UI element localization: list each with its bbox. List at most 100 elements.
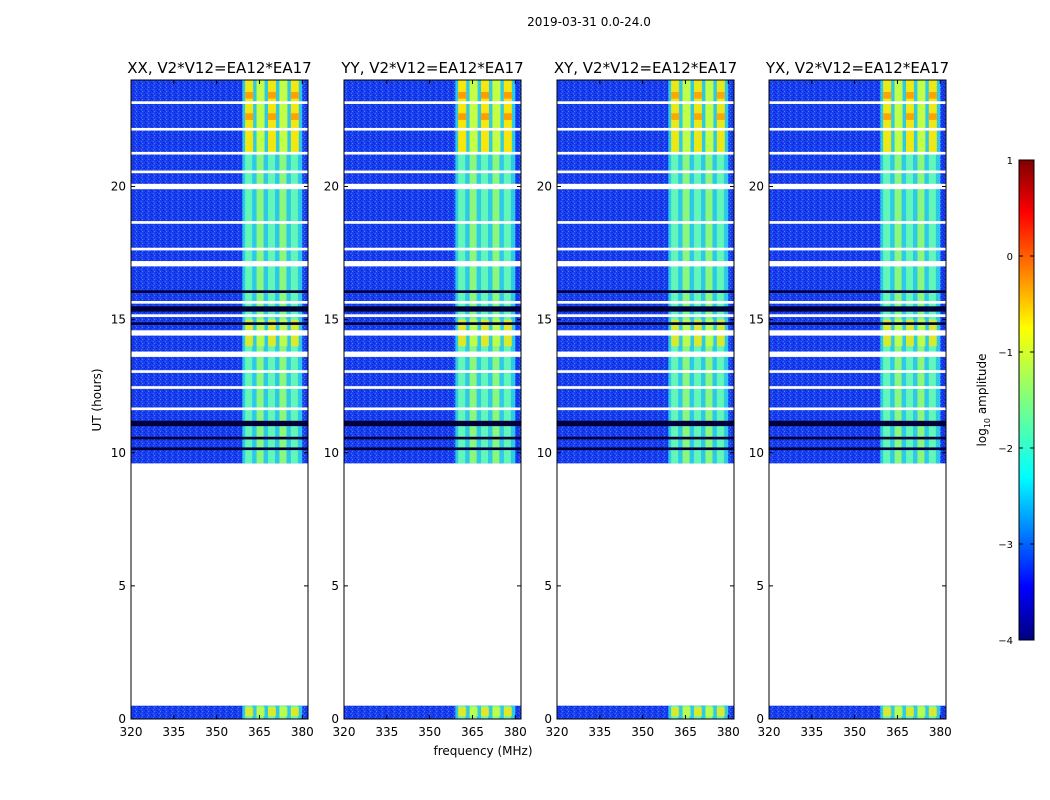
rfi-hot-streak	[716, 91, 725, 99]
y-tick-label: 15	[111, 313, 126, 327]
gap-row	[344, 221, 521, 224]
gap-row	[557, 300, 734, 304]
rfi-hot-segment	[894, 80, 903, 155]
gap-row	[769, 127, 946, 131]
gap-row	[557, 221, 734, 224]
gap-row	[131, 386, 308, 389]
rfi-hot-streak	[481, 113, 490, 120]
dark-row	[131, 306, 308, 312]
gap-row	[769, 221, 946, 224]
x-tick-label: 350	[205, 725, 228, 739]
panel-title: XY, V2*V12=EA12*EA17	[554, 59, 737, 77]
axes-frame	[556, 79, 735, 720]
rfi-hot-segment	[716, 707, 725, 717]
gap-row	[131, 314, 308, 317]
x-tick-label: 380	[504, 725, 527, 739]
gap-row	[769, 407, 946, 411]
rfi-channel	[268, 80, 276, 464]
gap-row	[557, 330, 734, 336]
rfi-hot-segment	[671, 707, 680, 717]
axes-frame	[768, 79, 947, 720]
rfi-hot-streak	[503, 91, 512, 99]
dark-row	[344, 447, 521, 451]
gap-row	[131, 351, 308, 357]
rfi-hot-segment	[906, 707, 915, 717]
y-tick-label: 5	[118, 579, 126, 593]
y-tick-label: 10	[324, 446, 339, 460]
axes-frame	[130, 79, 309, 720]
gap-row	[557, 151, 734, 155]
rfi-hot-streak	[694, 113, 703, 120]
colorbar-label-rest: amplitude	[975, 354, 989, 418]
rfi-hot-streak	[716, 113, 725, 120]
gap-row	[344, 101, 521, 104]
colorbar-label-sub: 10	[983, 418, 992, 428]
panel-title: YY, V2*V12=EA12*EA17	[340, 59, 523, 77]
y-tick-label: 10	[537, 446, 552, 460]
rfi-hot-segment	[917, 707, 926, 717]
gap-row	[769, 101, 946, 104]
gap-row	[557, 314, 734, 317]
panel-1: XX, V2*V12=EA12*EA17 320 335 350 365 380 0 5 10 1…	[111, 59, 314, 739]
rfi-hot-streak	[503, 113, 512, 120]
gap-row	[344, 351, 521, 357]
gap-row	[344, 261, 521, 267]
gap-row	[769, 261, 946, 267]
rfi-hot-streak	[458, 91, 467, 99]
dark-row	[557, 290, 734, 293]
gap-row	[131, 330, 308, 336]
gap-row	[344, 370, 521, 373]
y-tick-label: 5	[544, 579, 552, 593]
y-tick-label: 15	[537, 313, 552, 327]
rfi-channel	[245, 80, 253, 464]
gap-row	[344, 330, 521, 336]
panel-title: XX, V2*V12=EA12*EA17	[127, 59, 311, 77]
x-tick-label: 380	[717, 725, 740, 739]
gap-row	[769, 370, 946, 373]
panel-2: YY, V2*V12=EA12*EA17 320 335 350 365 380 0 5 10 1…	[324, 59, 527, 739]
gap-row	[344, 386, 521, 389]
gap-row	[131, 183, 308, 190]
rfi-hot-segment	[492, 707, 501, 717]
gap-row	[557, 407, 734, 411]
dark-row	[769, 306, 946, 312]
rfi-hot-segment	[705, 707, 714, 717]
rfi-hot-streak	[928, 91, 937, 99]
gap-row	[769, 300, 946, 304]
gap-row	[131, 221, 308, 224]
rfi-hot-segment	[492, 80, 501, 155]
gap-row	[131, 101, 308, 104]
rfi-hot-segment	[481, 707, 490, 717]
gap-row	[769, 183, 946, 190]
x-tick-label: 365	[461, 725, 484, 739]
rfi-hot-segment	[682, 80, 691, 155]
x-tick-label: 320	[546, 725, 569, 739]
y-tick-label: 5	[331, 579, 339, 593]
gap-row	[344, 300, 521, 304]
rfi-channel	[290, 80, 298, 464]
dark-row	[557, 306, 734, 312]
rfi-channel	[671, 80, 679, 464]
colorbar-tick-label: 1	[1007, 156, 1013, 167]
rfi-hot-segment	[682, 707, 691, 717]
gap-row	[344, 183, 521, 190]
dark-row	[131, 436, 308, 440]
gap-row	[769, 247, 946, 251]
x-tick-label: 350	[843, 725, 866, 739]
gap-row	[131, 407, 308, 411]
gap-row	[344, 314, 521, 317]
rfi-hot-streak	[928, 113, 937, 120]
rfi-hot-streak	[671, 113, 680, 120]
gap-row	[557, 261, 734, 267]
dark-row	[769, 447, 946, 451]
rfi-hot-streak	[883, 91, 892, 99]
x-tick-label: 380	[291, 725, 314, 739]
colorbar-ticks: 1 0 −1 −2 −3 −4	[998, 156, 1034, 647]
colorbar-tick-label: −4	[998, 636, 1013, 647]
rfi-hot-streak	[245, 91, 254, 99]
rfi-channel	[469, 80, 477, 464]
y-tick-label: 5	[756, 579, 764, 593]
dark-row	[769, 436, 946, 440]
panel-4: YX, V2*V12=EA12*EA17 320 335 350 365 380 0 5 10 1…	[749, 59, 952, 739]
